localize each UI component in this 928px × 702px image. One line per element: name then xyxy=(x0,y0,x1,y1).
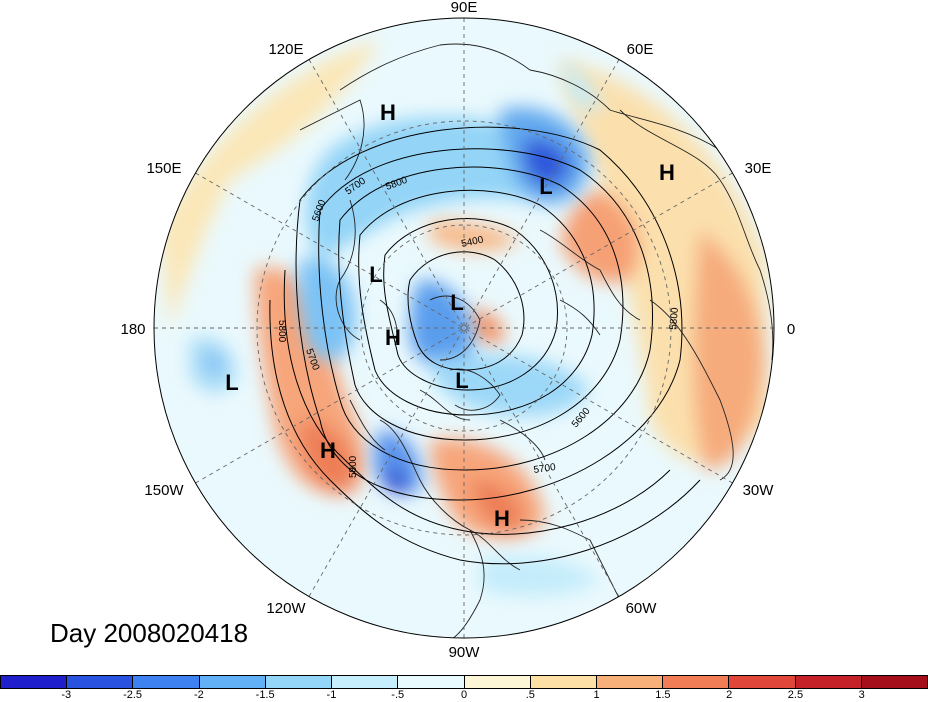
contour-label: 5800 xyxy=(668,307,681,331)
lon-label: 120W xyxy=(266,600,306,617)
colorbar-tick-label: 3 xyxy=(858,689,865,701)
colorbar-segment xyxy=(861,676,928,688)
height-contours xyxy=(269,126,701,565)
colorbar-segment xyxy=(332,676,399,688)
lon-label: 30E xyxy=(745,160,772,177)
pressure-centers: H L H L L H L L H H xyxy=(225,100,675,531)
colorbar-segment xyxy=(67,676,134,688)
colorbar-tick-label: 2 xyxy=(726,689,733,701)
pressure-center-label: H xyxy=(320,438,336,463)
lon-label: 90E xyxy=(451,0,478,16)
colorbar xyxy=(0,675,928,689)
colorbar-segment xyxy=(265,676,333,688)
chart-title: Day 2008020418 xyxy=(50,618,249,648)
colorbar-segment xyxy=(398,676,465,688)
pressure-center-label: H xyxy=(659,160,675,185)
colorbar-tick-label: -.5 xyxy=(391,689,405,701)
colorbar-tick-label: -3 xyxy=(61,689,72,701)
colorbar-tick-label: -1.5 xyxy=(255,689,275,701)
pressure-center-label: H xyxy=(494,506,510,531)
lon-label: 90W xyxy=(449,644,481,661)
graticule xyxy=(154,18,774,638)
contour-label: 5700 xyxy=(533,462,557,476)
pressure-center-label: L xyxy=(539,174,552,199)
pressure-center-label: H xyxy=(380,100,396,125)
colorbar-segment xyxy=(596,676,664,688)
colorbar-segment xyxy=(663,676,730,688)
lon-label: 150E xyxy=(146,160,181,177)
anomaly-field xyxy=(154,18,774,638)
lon-label: 60E xyxy=(627,41,654,58)
lon-label: 0 xyxy=(787,321,795,338)
pressure-center-label: L xyxy=(455,368,468,393)
colorbar-segment xyxy=(464,676,531,688)
colorbar-segment xyxy=(199,676,266,688)
lon-label: 120E xyxy=(268,41,303,58)
lon-label: 180 xyxy=(120,321,145,338)
pressure-center-label: L xyxy=(369,262,382,287)
contour-label: 5800 xyxy=(348,455,359,478)
colorbar-tick-labels: -3 -2.5 -2 -1.5 -1 -.5 0 .5 1 1.5 2 2.5 3 xyxy=(0,689,928,702)
colorbar-tick-label: .5 xyxy=(525,689,535,701)
colorbar-tick-label: -2.5 xyxy=(123,689,143,701)
colorbar-segment xyxy=(1,676,68,688)
colorbar-segment xyxy=(133,676,200,688)
contour-label: 5400 xyxy=(460,234,484,249)
pressure-center-label: H xyxy=(385,325,401,350)
lon-label: 150W xyxy=(144,482,184,499)
colorbar-tick-label: 1.5 xyxy=(655,689,671,701)
colorbar-tick-label: -1 xyxy=(326,689,337,701)
pressure-center-label: L xyxy=(450,290,463,315)
colorbar-tick-label: 0 xyxy=(460,689,468,701)
colorbar-tick-label: 2.5 xyxy=(787,689,804,701)
colorbar-tick-label: 1 xyxy=(593,689,600,701)
longitude-labels: 90E 60E 30E 0 30W 60W 90W 120W 150W 180 … xyxy=(120,0,795,661)
contour-label: 5800 xyxy=(276,320,287,343)
lon-label: 60W xyxy=(626,600,658,617)
colorbar-segment xyxy=(530,676,597,688)
pressure-center-label: L xyxy=(225,370,238,395)
colorbar-tick-label: -2 xyxy=(193,689,204,701)
colorbar-segment xyxy=(729,676,796,688)
colorbar-segment xyxy=(795,676,862,688)
map-boundary xyxy=(153,17,775,639)
lon-label: 30W xyxy=(743,482,775,499)
